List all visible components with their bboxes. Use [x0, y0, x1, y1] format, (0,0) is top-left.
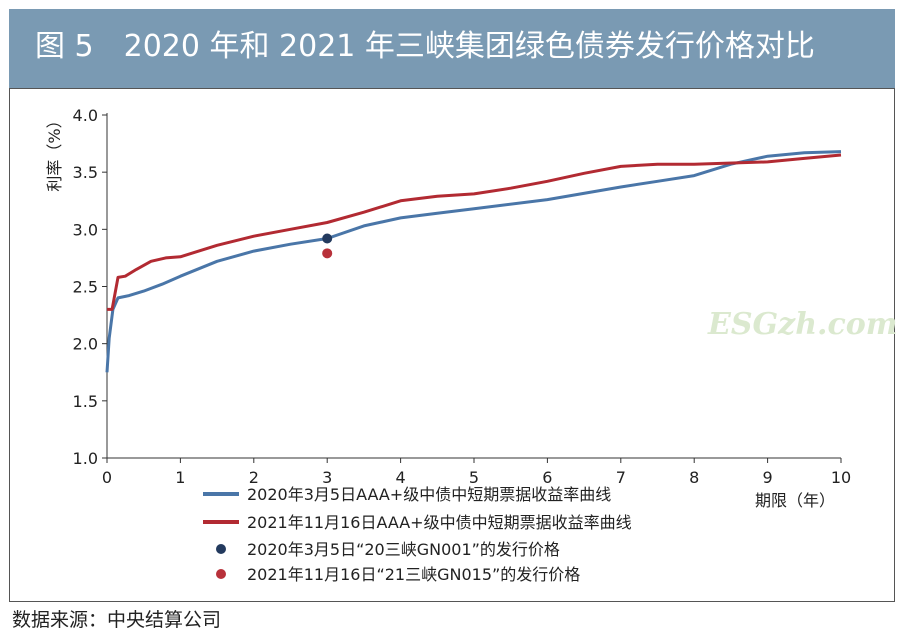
issue-price-point-1: [322, 233, 333, 244]
x-tick-label: 6: [542, 468, 552, 487]
issue-price-point-2: [322, 248, 333, 259]
x-tick-label: 8: [689, 468, 699, 487]
data-source: 数据来源：中央结算公司: [12, 609, 222, 631]
title-banner: 图 5 2020 年和 2021 年三峡集团绿色债券发行价格对比: [9, 9, 895, 88]
x-axis-title: 期限（年）: [755, 491, 835, 510]
y-axis-title: 利率（%）: [45, 112, 64, 191]
x-tick-label: 7: [616, 468, 626, 487]
x-tick-label: 0: [102, 468, 112, 487]
legend-label: 2021年11月16日“21三峡GN015”的发行价格: [247, 565, 580, 584]
x-tick-label: 10: [831, 468, 851, 487]
y-tick-label: 2.5: [73, 278, 98, 297]
series-line-2: [107, 153, 842, 311]
y-tick-label: 2.0: [73, 335, 98, 354]
legend-label: 2021年11月16日AAA+级中债中短期票据收益率曲线: [247, 513, 632, 532]
x-tick-label: 2: [249, 468, 259, 487]
y-tick-label: 1.0: [73, 449, 98, 468]
legend-point-1: [216, 544, 226, 554]
x-tick-label: 3: [322, 468, 332, 487]
x-tick-label: 4: [396, 468, 406, 487]
watermark: ESGzh.com: [707, 307, 897, 342]
y-tick-label: 4.0: [73, 106, 98, 125]
legend-label: 2020年3月5日AAA+级中债中短期票据收益率曲线: [247, 485, 611, 504]
y-tick-label: 1.5: [73, 392, 98, 411]
page-title: 图 5 2020 年和 2021 年三峡集团绿色债券发行价格对比: [35, 29, 815, 64]
y-tick-label: 3.5: [73, 163, 98, 182]
legend-label: 2020年3月5日“20三峡GN001”的发行价格: [247, 540, 560, 559]
x-tick-label: 5: [469, 468, 479, 487]
legend-point-2: [216, 569, 226, 579]
x-tick-label: 1: [175, 468, 185, 487]
series-line-1: [105, 150, 842, 373]
x-tick-label: 9: [763, 468, 773, 487]
y-tick-label: 3.0: [73, 220, 98, 239]
chart-frame: [9, 88, 895, 602]
